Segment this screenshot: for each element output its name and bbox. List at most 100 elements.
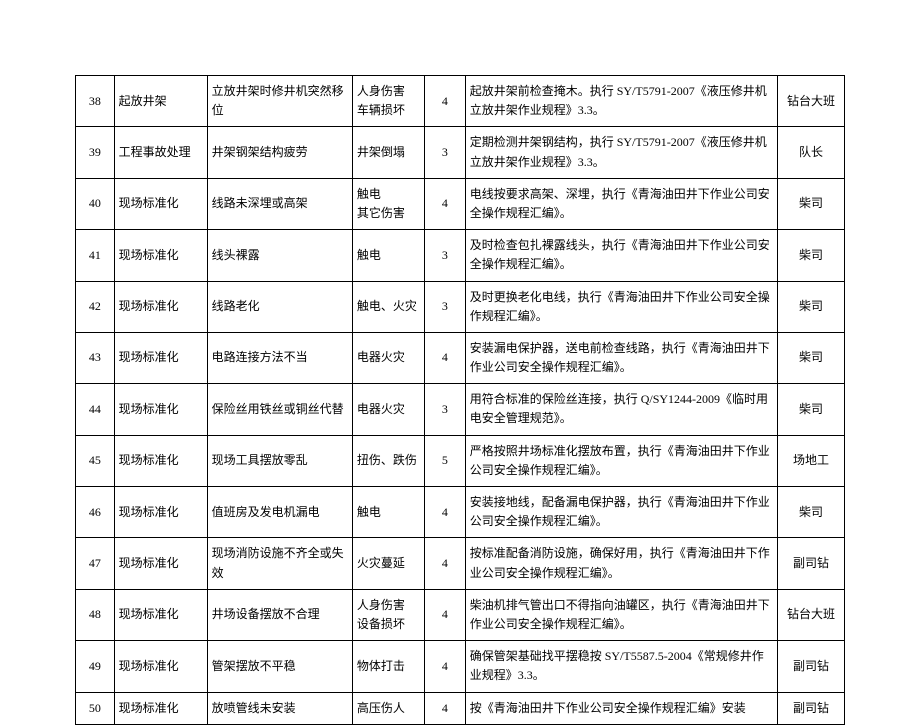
cell-hazard: 放喷管线未安装: [207, 692, 352, 724]
cell-hazard: 管架摆放不平稳: [207, 641, 352, 692]
cell-category: 现场标准化: [114, 332, 207, 383]
cell-number: 49: [76, 641, 115, 692]
cell-measure: 严格按照井场标准化摆放布置，执行《青海油田井下作业公司安全操作规程汇编》。: [465, 435, 777, 486]
hazard-table: 38起放井架立放井架时修井机突然移位人身伤害车辆损坏4起放井架前检查掩木。执行 …: [75, 75, 845, 725]
cell-responsible: 柴司: [778, 178, 845, 229]
cell-risk: 触电、火灾: [352, 281, 424, 332]
cell-responsible: 柴司: [778, 332, 845, 383]
cell-number: 39: [76, 127, 115, 178]
cell-category: 现场标准化: [114, 538, 207, 589]
cell-measure: 用符合标准的保险丝连接，执行 Q/SY1244-2009《临时用电安全管理规范》…: [465, 384, 777, 435]
cell-risk: 人身伤害车辆损坏: [352, 76, 424, 127]
cell-level: 5: [424, 435, 465, 486]
cell-category: 起放井架: [114, 76, 207, 127]
cell-number: 48: [76, 589, 115, 640]
cell-responsible: 副司钻: [778, 538, 845, 589]
cell-responsible: 柴司: [778, 384, 845, 435]
cell-responsible: 柴司: [778, 487, 845, 538]
cell-risk: 电器火灾: [352, 384, 424, 435]
cell-responsible: 钻台大班: [778, 76, 845, 127]
cell-level: 4: [424, 178, 465, 229]
cell-level: 4: [424, 76, 465, 127]
cell-hazard: 线路老化: [207, 281, 352, 332]
cell-hazard: 立放井架时修井机突然移位: [207, 76, 352, 127]
cell-number: 41: [76, 230, 115, 281]
cell-risk: 电器火灾: [352, 332, 424, 383]
cell-number: 43: [76, 332, 115, 383]
table-container: 38起放井架立放井架时修井机突然移位人身伤害车辆损坏4起放井架前检查掩木。执行 …: [0, 0, 920, 725]
cell-risk: 火灾蔓延: [352, 538, 424, 589]
cell-category: 工程事故处理: [114, 127, 207, 178]
table-row: 48现场标准化井场设备摆放不合理人身伤害设备损坏4柴油机排气管出口不得指向油罐区…: [76, 589, 845, 640]
cell-category: 现场标准化: [114, 384, 207, 435]
cell-hazard: 线路未深埋或高架: [207, 178, 352, 229]
table-row: 43现场标准化电路连接方法不当电器火灾4安装漏电保护器，送电前检查线路，执行《青…: [76, 332, 845, 383]
cell-hazard: 现场工具摆放零乱: [207, 435, 352, 486]
cell-number: 47: [76, 538, 115, 589]
cell-category: 现场标准化: [114, 641, 207, 692]
cell-number: 45: [76, 435, 115, 486]
cell-risk: 井架倒塌: [352, 127, 424, 178]
cell-hazard: 井场设备摆放不合理: [207, 589, 352, 640]
cell-category: 现场标准化: [114, 435, 207, 486]
cell-risk: 高压伤人: [352, 692, 424, 724]
cell-category: 现场标准化: [114, 589, 207, 640]
cell-level: 4: [424, 538, 465, 589]
cell-hazard: 现场消防设施不齐全或失效: [207, 538, 352, 589]
cell-level: 3: [424, 281, 465, 332]
table-row: 38起放井架立放井架时修井机突然移位人身伤害车辆损坏4起放井架前检查掩木。执行 …: [76, 76, 845, 127]
cell-category: 现场标准化: [114, 178, 207, 229]
cell-level: 3: [424, 230, 465, 281]
cell-level: 4: [424, 487, 465, 538]
cell-measure: 按《青海油田井下作业公司安全操作规程汇编》安装: [465, 692, 777, 724]
cell-risk: 触电: [352, 230, 424, 281]
cell-responsible: 柴司: [778, 230, 845, 281]
table-row: 49现场标准化管架摆放不平稳物体打击4确保管架基础找平摆稳按 SY/T5587.…: [76, 641, 845, 692]
cell-measure: 及时更换老化电线，执行《青海油田井下作业公司安全操作规程汇编》。: [465, 281, 777, 332]
table-body: 38起放井架立放井架时修井机突然移位人身伤害车辆损坏4起放井架前检查掩木。执行 …: [76, 76, 845, 725]
table-row: 41现场标准化线头裸露触电3及时检查包扎裸露线头，执行《青海油田井下作业公司安全…: [76, 230, 845, 281]
cell-measure: 起放井架前检查掩木。执行 SY/T5791-2007《液压修井机立放井架作业规程…: [465, 76, 777, 127]
cell-level: 4: [424, 641, 465, 692]
cell-measure: 及时检查包扎裸露线头，执行《青海油田井下作业公司安全操作规程汇编》。: [465, 230, 777, 281]
cell-hazard: 电路连接方法不当: [207, 332, 352, 383]
cell-category: 现场标准化: [114, 487, 207, 538]
cell-hazard: 线头裸露: [207, 230, 352, 281]
cell-category: 现场标准化: [114, 230, 207, 281]
cell-number: 46: [76, 487, 115, 538]
cell-responsible: 队长: [778, 127, 845, 178]
cell-risk: 触电其它伤害: [352, 178, 424, 229]
cell-level: 3: [424, 384, 465, 435]
cell-number: 38: [76, 76, 115, 127]
cell-responsible: 副司钻: [778, 641, 845, 692]
table-row: 42现场标准化线路老化触电、火灾3及时更换老化电线，执行《青海油田井下作业公司安…: [76, 281, 845, 332]
cell-measure: 电线按要求高架、深埋，执行《青海油田井下作业公司安全操作规程汇编》。: [465, 178, 777, 229]
cell-hazard: 值班房及发电机漏电: [207, 487, 352, 538]
cell-level: 4: [424, 692, 465, 724]
cell-measure: 按标准配备消防设施，确保好用，执行《青海油田井下作业公司安全操作规程汇编》。: [465, 538, 777, 589]
cell-number: 50: [76, 692, 115, 724]
table-row: 40现场标准化线路未深埋或高架触电其它伤害4电线按要求高架、深埋，执行《青海油田…: [76, 178, 845, 229]
cell-measure: 安装接地线，配备漏电保护器，执行《青海油田井下作业公司安全操作规程汇编》。: [465, 487, 777, 538]
cell-number: 40: [76, 178, 115, 229]
cell-category: 现场标准化: [114, 281, 207, 332]
table-row: 46现场标准化值班房及发电机漏电触电4安装接地线，配备漏电保护器，执行《青海油田…: [76, 487, 845, 538]
cell-responsible: 柴司: [778, 281, 845, 332]
cell-responsible: 场地工: [778, 435, 845, 486]
table-row: 44现场标准化保险丝用铁丝或铜丝代替电器火灾3用符合标准的保险丝连接，执行 Q/…: [76, 384, 845, 435]
cell-risk: 触电: [352, 487, 424, 538]
cell-risk: 人身伤害设备损坏: [352, 589, 424, 640]
cell-category: 现场标准化: [114, 692, 207, 724]
cell-responsible: 钻台大班: [778, 589, 845, 640]
table-row: 50现场标准化放喷管线未安装高压伤人4按《青海油田井下作业公司安全操作规程汇编》…: [76, 692, 845, 724]
table-row: 39工程事故处理井架钢架结构疲劳井架倒塌3定期检测井架钢结构，执行 SY/T57…: [76, 127, 845, 178]
cell-risk: 扭伤、跌伤: [352, 435, 424, 486]
cell-measure: 柴油机排气管出口不得指向油罐区，执行《青海油田井下作业公司安全操作规程汇编》。: [465, 589, 777, 640]
cell-measure: 确保管架基础找平摆稳按 SY/T5587.5-2004《常规修井作业规程》3.3…: [465, 641, 777, 692]
cell-risk: 物体打击: [352, 641, 424, 692]
table-row: 45现场标准化现场工具摆放零乱扭伤、跌伤5严格按照井场标准化摆放布置，执行《青海…: [76, 435, 845, 486]
cell-number: 42: [76, 281, 115, 332]
cell-level: 3: [424, 127, 465, 178]
cell-number: 44: [76, 384, 115, 435]
table-row: 47现场标准化现场消防设施不齐全或失效火灾蔓延4按标准配备消防设施，确保好用，执…: [76, 538, 845, 589]
